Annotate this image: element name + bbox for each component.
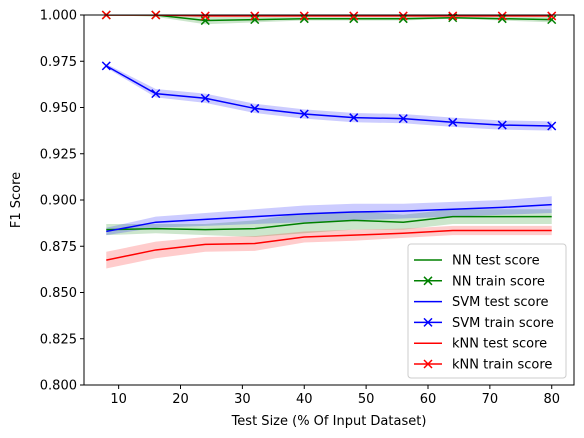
legend-box bbox=[407, 243, 567, 379]
series-1-point bbox=[349, 14, 359, 24]
series-5-point bbox=[448, 11, 458, 21]
series-3-point bbox=[398, 114, 408, 124]
y-tick-label: 0.950 bbox=[40, 101, 77, 116]
series-5-point bbox=[398, 11, 408, 21]
legend-swatch-marker bbox=[423, 276, 433, 286]
legend-label: kNN test score bbox=[452, 337, 547, 352]
x-tick-label: 60 bbox=[420, 392, 437, 407]
series-1-point bbox=[250, 15, 260, 25]
series-5-point bbox=[349, 11, 359, 21]
legend-label: kNN train score bbox=[452, 358, 552, 373]
y-tick-label: 0.800 bbox=[40, 379, 77, 394]
series-5-point bbox=[497, 11, 507, 21]
series-3-point bbox=[448, 117, 458, 127]
series-3-point bbox=[250, 103, 260, 113]
legend-entry: kNN test score bbox=[414, 337, 547, 352]
series-1-point bbox=[299, 14, 309, 24]
y-tick-label: 0.825 bbox=[40, 332, 77, 347]
series-2-band bbox=[106, 196, 552, 236]
legend-entry: kNN train score bbox=[414, 358, 552, 373]
series-3-band bbox=[106, 64, 552, 131]
y-tick-label: 0.900 bbox=[40, 194, 77, 209]
y-tick-label: 1.000 bbox=[40, 9, 77, 24]
axis-ticks: 10 20 30 40 50 60 70 80 0.800 0.825 0.850 0.875 0.90… bbox=[40, 9, 560, 408]
series-1-line bbox=[106, 15, 552, 22]
series-1-point bbox=[497, 14, 507, 24]
x-tick-label: 20 bbox=[172, 392, 189, 407]
legend-entry: NN test score bbox=[414, 254, 540, 269]
series-5-point bbox=[299, 11, 309, 21]
legend-swatch-marker bbox=[423, 317, 433, 327]
series-3-point bbox=[101, 61, 111, 71]
series-3-point bbox=[497, 120, 507, 130]
series-3-point bbox=[299, 109, 309, 119]
x-tick-label: 30 bbox=[234, 392, 251, 407]
y-tick-label: 0.975 bbox=[40, 55, 77, 70]
series-3-point bbox=[547, 121, 557, 131]
series-2-line bbox=[106, 203, 552, 233]
y-axis-label: F1 Score bbox=[9, 172, 24, 228]
x-tick-label: 50 bbox=[358, 392, 375, 407]
legend-label: SVM test score bbox=[452, 295, 549, 310]
x-axis-label: Test Size (% Of Input Dataset) bbox=[231, 414, 427, 429]
x-tick-label: 10 bbox=[110, 392, 127, 407]
y-tick-label: 0.850 bbox=[40, 286, 77, 301]
y-tick-label: 0.875 bbox=[40, 240, 77, 255]
x-tick-label: 40 bbox=[296, 392, 313, 407]
series-3-point bbox=[200, 93, 210, 103]
y-tick-label: 0.925 bbox=[40, 147, 77, 162]
legend-swatch-marker bbox=[423, 359, 433, 369]
legend-entry: SVM test score bbox=[414, 295, 549, 310]
series-5-point bbox=[547, 11, 557, 21]
series-1-point bbox=[547, 15, 557, 25]
legend-label: SVM train score bbox=[452, 316, 554, 331]
legend-entry: SVM train score bbox=[414, 316, 554, 331]
legend-label: NN train score bbox=[452, 274, 545, 289]
series-5-point bbox=[200, 11, 210, 21]
series-3-line bbox=[105, 65, 552, 127]
series-5-point bbox=[250, 11, 260, 21]
legend-label: NN test score bbox=[452, 254, 540, 269]
legend-entry: NN train score bbox=[414, 274, 545, 289]
series-4-line bbox=[106, 229, 552, 261]
series-3-point bbox=[349, 113, 359, 123]
series-0-line bbox=[106, 215, 552, 231]
series-1-point bbox=[398, 14, 408, 24]
series-3-point bbox=[151, 89, 161, 99]
x-tick-label: 80 bbox=[543, 392, 560, 407]
x-tick-label: 70 bbox=[482, 392, 499, 407]
plot-area bbox=[101, 10, 557, 269]
legend: NN test score NN train score SVM test scor… bbox=[407, 243, 567, 379]
